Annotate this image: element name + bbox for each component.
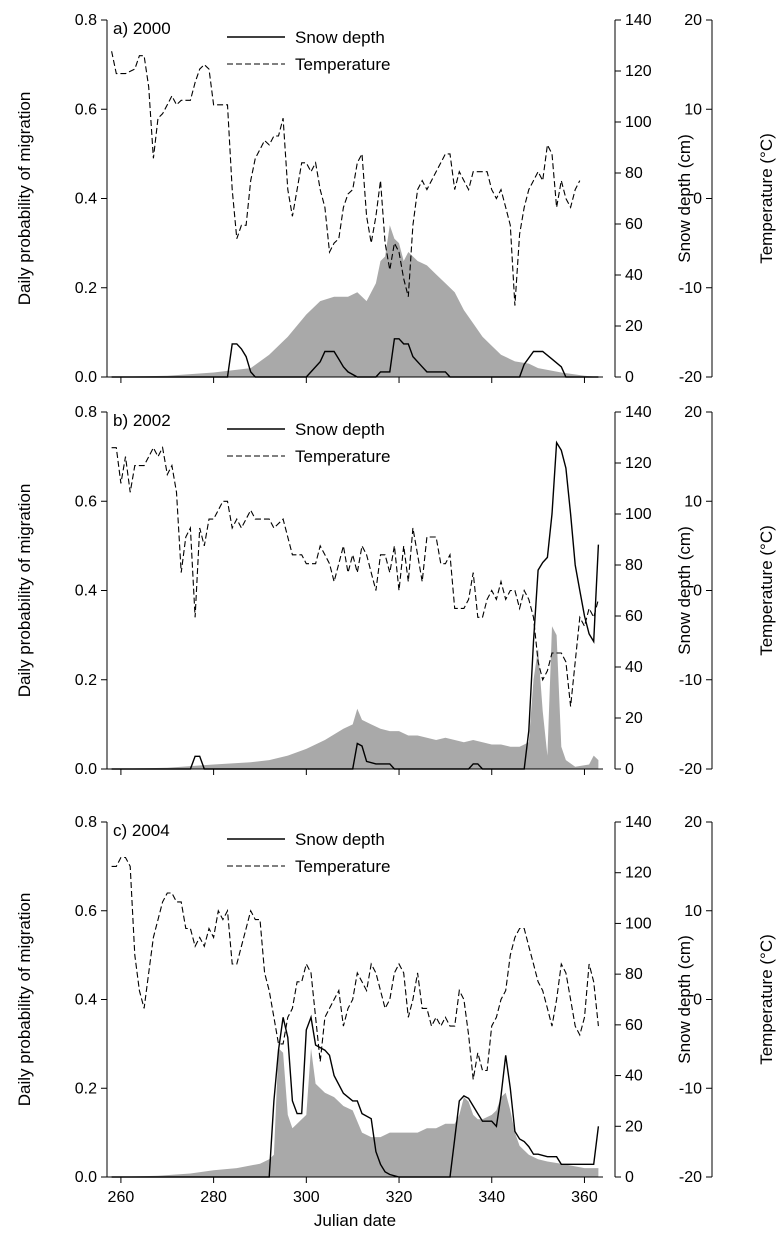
x-axis-title: Julian date	[314, 1211, 396, 1230]
temperature-tick-label: -20	[679, 369, 702, 386]
x-tick-label: 280	[200, 1189, 227, 1206]
left-tick-label: 0.0	[75, 369, 97, 386]
temperature-tick-label: 10	[684, 493, 702, 510]
snow-tick-label: 80	[625, 557, 643, 574]
snow-tick-label: 100	[625, 506, 652, 523]
snow-tick-label: 20	[625, 710, 643, 727]
left-tick-label: 0.0	[75, 1169, 97, 1186]
left-tick-label: 0.2	[75, 672, 97, 689]
x-tick-label: 320	[386, 1189, 413, 1206]
left-tick-label: 0.8	[75, 404, 97, 421]
legend-temperature-label: Temperature	[295, 857, 390, 876]
temperature-tick-label: -20	[679, 761, 702, 778]
snow-tick-label: 20	[625, 318, 643, 335]
temperature-tick-label: -10	[679, 672, 702, 689]
legend-temperature-label: Temperature	[295, 447, 390, 466]
temperature-axis-title: Temperature (°C)	[757, 133, 776, 264]
snow-tick-label: 120	[625, 63, 652, 80]
left-tick-label: 0.8	[75, 814, 97, 831]
temperature-axis-title: Temperature (°C)	[757, 934, 776, 1065]
snow-axis-title: Snow depth (cm)	[675, 134, 694, 263]
left-axis-title: Daily probability of migration	[15, 893, 34, 1107]
panel-3: 0.0 0.2 0.4 0.6 0.8 0 20 40 60 80 100 120 140 -20 -10 0…	[15, 814, 776, 1206]
temperature-tick-label: 0	[693, 992, 702, 1009]
x-tick-label: 300	[293, 1189, 320, 1206]
panel-label: c) 2004	[113, 821, 170, 840]
legend-snow-label: Snow depth	[295, 420, 385, 439]
temperature-line	[111, 856, 599, 1080]
snow-tick-label: 100	[625, 114, 652, 131]
temperature-tick-label: 0	[693, 191, 702, 208]
left-axis-title: Daily probability of migration	[15, 484, 34, 698]
left-tick-label: 0.2	[75, 1080, 97, 1097]
left-tick-label: 0.0	[75, 761, 97, 778]
left-tick-label: 0.6	[75, 101, 97, 118]
panel-1: 0.0 0.2 0.4 0.6 0.8 0 20 40 60 80 100 120 140 -20 -10 0…	[15, 12, 776, 386]
snow-tick-label: 40	[625, 659, 643, 676]
left-tick-label: 0.2	[75, 280, 97, 297]
snow-axis-title: Snow depth (cm)	[675, 935, 694, 1064]
temperature-tick-label: 10	[684, 903, 702, 920]
snow-tick-label: 120	[625, 865, 652, 882]
snow-tick-label: 0	[625, 1169, 634, 1186]
left-tick-label: 0.4	[75, 583, 97, 600]
snow-axis-title: Snow depth (cm)	[675, 526, 694, 655]
snow-tick-label: 60	[625, 216, 643, 233]
snow-tick-label: 100	[625, 915, 652, 932]
temperature-tick-label: 20	[684, 814, 702, 831]
snow-tick-label: 60	[625, 1017, 643, 1034]
temperature-axis-title: Temperature (°C)	[757, 525, 776, 656]
legend-snow-label: Snow depth	[295, 28, 385, 47]
probability-area	[111, 225, 599, 377]
temperature-tick-label: -20	[679, 1169, 702, 1186]
left-axis-title: Daily probability of migration	[15, 92, 34, 306]
x-tick-label: 260	[108, 1189, 135, 1206]
legend-temperature-label: Temperature	[295, 55, 390, 74]
left-tick-label: 0.6	[75, 903, 97, 920]
left-tick-label: 0.4	[75, 992, 97, 1009]
temperature-tick-label: 0	[693, 583, 702, 600]
temperature-tick-label: -10	[679, 1080, 702, 1097]
temperature-line	[111, 51, 581, 306]
panel-label: b) 2002	[113, 411, 171, 430]
snow-tick-label: 0	[625, 761, 634, 778]
left-tick-label: 0.6	[75, 493, 97, 510]
temperature-tick-label: 20	[684, 404, 702, 421]
snow-tick-label: 40	[625, 1068, 643, 1085]
snow-tick-label: 120	[625, 455, 652, 472]
legend-snow-label: Snow depth	[295, 830, 385, 849]
x-tick-label: 360	[571, 1189, 598, 1206]
snow-tick-label: 80	[625, 966, 643, 983]
left-tick-label: 0.4	[75, 191, 97, 208]
snow-tick-label: 0	[625, 369, 634, 386]
probability-area	[111, 1048, 599, 1177]
snow-tick-label: 140	[625, 814, 652, 831]
snow-tick-label: 20	[625, 1118, 643, 1135]
temperature-line	[111, 445, 599, 707]
temperature-tick-label: 20	[684, 12, 702, 29]
panel-2: 0.0 0.2 0.4 0.6 0.8 0 20 40 60 80 100 120 140 -20 -10 0…	[15, 404, 776, 778]
panel-label: a) 2000	[113, 19, 171, 38]
snow-depth-line	[111, 338, 599, 378]
left-tick-label: 0.8	[75, 12, 97, 29]
snow-tick-label: 140	[625, 404, 652, 421]
snow-tick-label: 40	[625, 267, 643, 284]
snow-tick-label: 60	[625, 608, 643, 625]
x-tick-label: 340	[478, 1189, 505, 1206]
snow-tick-label: 80	[625, 165, 643, 182]
temperature-tick-label: -10	[679, 280, 702, 297]
probability-area	[111, 626, 599, 769]
snow-tick-label: 140	[625, 12, 652, 29]
temperature-tick-label: 10	[684, 101, 702, 118]
